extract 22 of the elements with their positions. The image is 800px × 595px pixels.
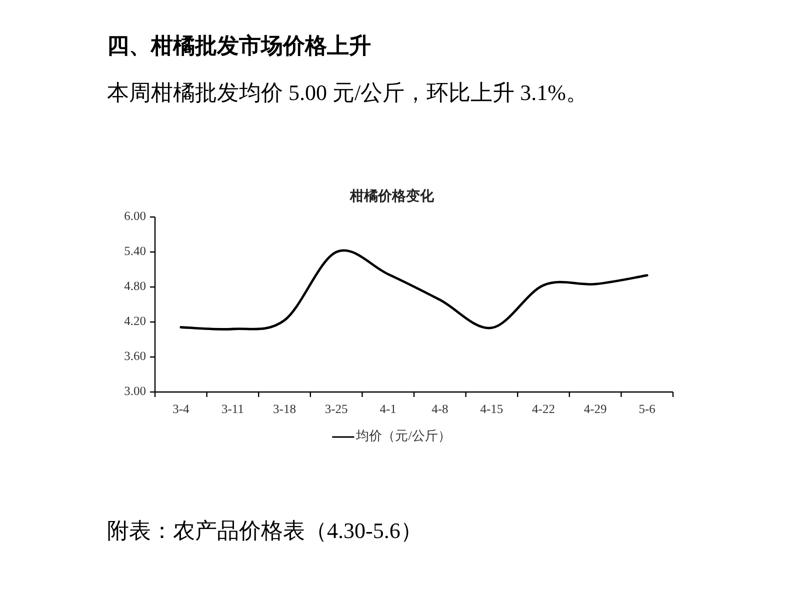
x-tick-label: 3-4 [172,402,190,416]
x-tick-label: 5-6 [638,402,656,416]
x-tick-label: 3-18 [273,402,296,416]
x-tick-label: 4-29 [584,402,607,416]
x-tick-label: 4-15 [480,402,504,416]
annotation: 附表：农产品价格表（4.30-5.6） [107,518,422,544]
chart-title: 柑橘价格变化 [350,188,434,204]
y-tick-label: 6.00 [124,208,146,223]
y-tick-label: 4.20 [124,314,146,328]
y-tick-label: 5.40 [124,244,146,258]
legend-label: 均价（元/公斤） [355,428,451,443]
y-tick-label: 3.60 [124,348,146,363]
x-tick-label: 3-11 [221,402,244,416]
x-tick-label: 4-22 [532,402,555,416]
x-tick-label: 3-25 [324,402,348,416]
legend: 均价（元/公斤） [332,428,451,443]
x-tick-label: 4-1 [380,402,396,416]
x-tick-label: 4-8 [432,402,448,416]
annotation: 本周柑橘批发均价 5.00 元/公斤，环比上升 3.1%。 [107,80,588,106]
annotation: 四、柑橘批发市场价格上升 [107,32,371,58]
y-tick-label: 3.00 [124,384,146,398]
y-tick-label: 4.80 [124,278,146,293]
